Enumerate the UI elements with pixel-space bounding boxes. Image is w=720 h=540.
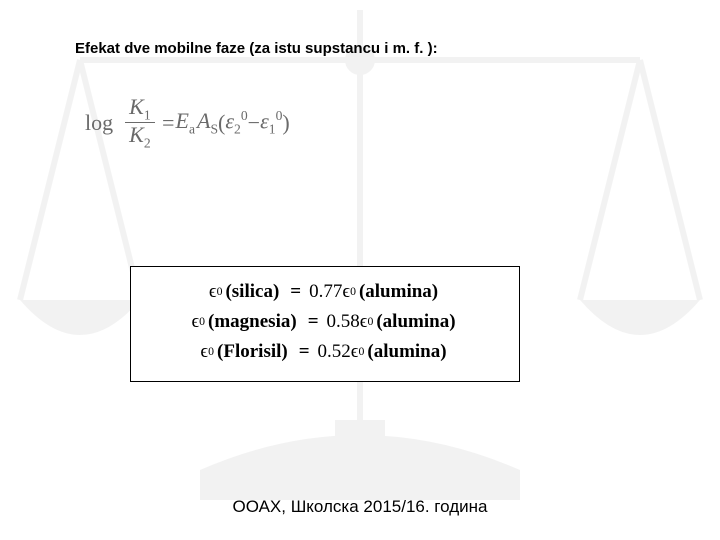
- rhs-label: (alumina): [376, 311, 455, 333]
- Ea-term: Ea: [175, 108, 195, 137]
- close-paren: ): [282, 110, 289, 136]
- fraction-k1-k2: K1 K2: [125, 95, 155, 151]
- lhs-label: (silica): [225, 281, 279, 303]
- log-operator: log: [85, 110, 113, 136]
- coefficient: 0.58: [327, 311, 360, 333]
- main-formula: log K1 K2 = Ea AS ( ε20 − ε10 ): [85, 95, 290, 151]
- slide-footer: ООАХ, Школска 2015/16. година: [0, 497, 720, 517]
- eps1-term: ε10: [260, 108, 282, 138]
- As-term: AS: [197, 108, 218, 137]
- epsilon-symbol: ϵ: [209, 281, 217, 303]
- epsilon-symbol: ϵ: [200, 341, 208, 363]
- k2-base: K: [129, 122, 144, 147]
- lhs-label: (magnesia): [208, 311, 297, 333]
- k2-sub: 2: [144, 136, 151, 151]
- equals-symbol: =: [299, 341, 310, 363]
- equals-sign: =: [161, 110, 176, 136]
- coefficient: 0.52: [318, 341, 351, 363]
- k1-base: K: [129, 94, 144, 119]
- equals-symbol: =: [290, 281, 301, 303]
- lhs-label: (Florisil): [217, 341, 288, 363]
- slide-title: Efekat dve mobilne faze (za istu supstan…: [75, 40, 438, 57]
- rhs-label: (alumina): [359, 281, 438, 303]
- equivalence-box: ϵ0 (silica) = 0.77ϵ0 (alumina) ϵ0 (magne…: [130, 266, 520, 382]
- eq-row: ϵ0 (magnesia) = 0.58ϵ0 (alumina): [145, 307, 505, 337]
- minus-sign: −: [248, 110, 260, 136]
- eps2-term: ε20: [225, 108, 247, 138]
- eq-row: ϵ0 (Florisil) = 0.52ϵ0 (alumina): [145, 337, 505, 367]
- open-paren: (: [218, 110, 225, 136]
- coefficient: 0.77: [309, 281, 342, 303]
- epsilon-symbol: ϵ: [191, 311, 199, 333]
- equals-symbol: =: [308, 311, 319, 333]
- k1-sub: 1: [144, 107, 151, 122]
- eq-row: ϵ0 (silica) = 0.77ϵ0 (alumina): [145, 277, 505, 307]
- rhs-label: (alumina): [367, 341, 446, 363]
